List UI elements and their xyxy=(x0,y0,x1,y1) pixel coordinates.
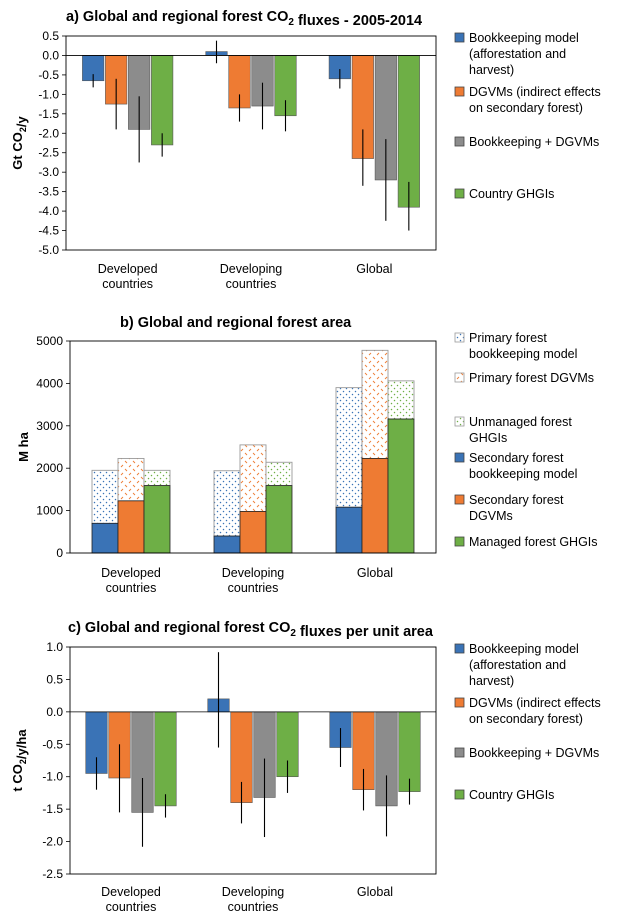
legend-label: DGVMs (indirect effects on secondary fore… xyxy=(469,85,601,115)
chart-panel-1: a) Global and regional forest CO2 fluxes… xyxy=(10,9,601,291)
legend-swatch xyxy=(454,188,465,199)
y-tick-label: 0.5 xyxy=(46,672,63,686)
stack-lower-2-3 xyxy=(361,458,389,554)
bar-4-developed-countries xyxy=(151,55,174,146)
y-tick-label: -2.5 xyxy=(38,146,59,160)
y-axis-label: M ha xyxy=(16,431,31,461)
legend-swatch xyxy=(454,747,465,758)
y-tick-label: -5.0 xyxy=(38,243,59,257)
y-tick-label: -1.0 xyxy=(42,770,63,784)
legend-swatch xyxy=(454,789,465,800)
y-axis-label: t CO2/y/ha xyxy=(10,729,29,792)
legend-label: DGVMs (indirect effects on secondary fore… xyxy=(469,696,601,726)
plot-frame xyxy=(69,646,437,875)
legend-label: Country GHGIs xyxy=(469,788,554,802)
y-tick-label: -0.5 xyxy=(38,68,59,82)
y-tick-label: -4.0 xyxy=(38,204,59,218)
chart-panel-2: b) Global and regional forest area M ha 0 1… xyxy=(16,315,598,595)
legend-swatch xyxy=(454,32,465,43)
y-tick-label: 4000 xyxy=(36,376,63,390)
bar-4-developed-countries xyxy=(154,711,177,807)
category-label: Global xyxy=(356,262,392,276)
y-tick-label: -2.0 xyxy=(38,126,59,140)
plot-frame xyxy=(69,340,437,554)
legend-swatch xyxy=(454,697,465,708)
y-tick-label: -0.5 xyxy=(42,737,63,751)
y-tick-label: -1.5 xyxy=(42,802,63,816)
stack-upper-3-1 xyxy=(143,469,171,487)
category-label: Developed countries xyxy=(101,566,161,595)
legend-swatch xyxy=(454,416,465,427)
legend-label: Unmanaged forest GHGIs xyxy=(469,415,572,445)
category-label: Developed countries xyxy=(98,262,158,291)
y-tick-label: 5000 xyxy=(36,334,63,348)
y-tick-label: -2.0 xyxy=(42,835,63,849)
legend-swatch xyxy=(454,643,465,654)
stack-upper-1-2 xyxy=(213,470,241,537)
y-tick-label: -1.0 xyxy=(38,87,59,101)
legend-label: Bookkeeping model (afforestation and harve… xyxy=(469,642,579,688)
y-tick-label: -2.5 xyxy=(42,867,63,881)
stack-upper-2-1 xyxy=(117,457,145,502)
legend-swatch xyxy=(454,332,465,343)
stack-lower-1-2 xyxy=(213,535,241,554)
legend-swatch xyxy=(454,452,465,463)
legend-swatch xyxy=(454,494,465,505)
legend-swatch xyxy=(454,372,465,383)
legend-label: Bookkeeping + DGVMs xyxy=(469,135,599,149)
y-axis-label: Gt CO2/y xyxy=(10,116,29,170)
legend-swatch xyxy=(454,136,465,147)
stack-upper-2-3 xyxy=(361,349,389,459)
chart-title: c) Global and regional forest CO2 fluxes… xyxy=(68,620,434,640)
y-tick-label: -3.0 xyxy=(38,165,59,179)
y-tick-label: 1000 xyxy=(36,504,63,518)
legend-label: Bookkeeping + DGVMs xyxy=(469,746,599,760)
y-tick-label: 0 xyxy=(56,546,63,560)
y-tick-label: 0.5 xyxy=(42,29,59,43)
stack-lower-2-1 xyxy=(117,500,145,554)
category-label: Developing countries xyxy=(220,262,283,291)
chart-title: b) Global and regional forest area xyxy=(120,315,352,331)
stack-upper-3-3 xyxy=(387,380,415,420)
y-tick-label: 0.0 xyxy=(46,705,63,719)
legend-swatch xyxy=(454,536,465,547)
y-tick-label: 3000 xyxy=(36,419,63,433)
legend-label: Secondary forest DGVMs xyxy=(469,493,564,523)
chart-panel-3: c) Global and regional forest CO2 fluxes… xyxy=(10,620,601,914)
stack-lower-3-2 xyxy=(265,485,293,554)
stack-lower-3-1 xyxy=(143,485,171,554)
chart-title: a) Global and regional forest CO2 fluxes… xyxy=(66,9,422,29)
y-tick-label: -4.5 xyxy=(38,224,59,238)
stack-upper-1-3 xyxy=(335,387,363,508)
category-label: Developing countries xyxy=(222,885,285,914)
legend-swatch xyxy=(454,86,465,97)
legend-label: Secondary forest bookkeeping model xyxy=(469,451,577,481)
stack-upper-2-2 xyxy=(239,444,267,512)
category-label: Global xyxy=(357,566,393,580)
category-label: Global xyxy=(357,885,393,899)
stack-upper-1-1 xyxy=(91,469,119,524)
legend-label: Managed forest GHGIs xyxy=(469,535,598,549)
y-tick-label: 0.0 xyxy=(42,48,59,62)
legend-label: Country GHGIs xyxy=(469,187,554,201)
stack-lower-1-3 xyxy=(335,506,363,554)
category-label: Developed countries xyxy=(101,885,161,914)
stack-lower-3-3 xyxy=(387,418,415,554)
y-tick-label: 2000 xyxy=(36,461,63,475)
y-tick-label: -1.5 xyxy=(38,107,59,121)
stack-lower-2-2 xyxy=(239,511,267,554)
legend-label: Bookkeeping model (afforestation and harve… xyxy=(469,31,579,77)
y-tick-label: 1.0 xyxy=(46,640,63,654)
legend-label: Primary forest DGVMs xyxy=(469,371,594,385)
plot-frame xyxy=(65,35,437,251)
stack-lower-1-1 xyxy=(91,522,119,554)
legend-label: Primary forest bookkeeping model xyxy=(469,331,577,361)
category-label: Developing countries xyxy=(222,566,285,595)
y-tick-label: -3.5 xyxy=(38,185,59,199)
stack-upper-3-2 xyxy=(265,461,293,487)
